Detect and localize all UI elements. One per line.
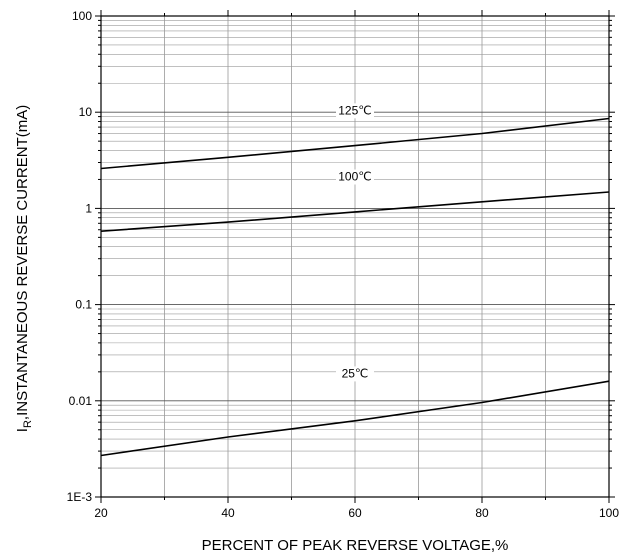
- curve-labels: 125℃ 100℃ 25℃: [336, 103, 374, 382]
- curve-label-bg: [336, 366, 374, 382]
- x-tick-label: 100: [599, 506, 619, 520]
- curve-100c: [100, 191, 610, 232]
- y-tick-label: 0.01: [69, 394, 93, 408]
- curve-label-bg: [336, 103, 374, 119]
- x-tick-label: 80: [475, 506, 489, 520]
- y-axis-label-subscript: R: [22, 420, 34, 428]
- curve-label: 125℃: [338, 103, 372, 117]
- tick-labels: 20 40 60 80 100 1E-3 0.01 0.1 1 10 100: [67, 9, 620, 520]
- grid: [101, 16, 609, 497]
- curve-label: 100℃: [338, 169, 372, 183]
- y-axis-label: IR,INSTANTANEOUS REVERSE CURRENT(mA): [14, 105, 34, 432]
- y-tick-label: 1: [85, 201, 92, 215]
- curve-125c: [100, 117, 610, 170]
- y-tick-label: 100: [72, 9, 92, 23]
- x-tick-label: 20: [94, 506, 108, 520]
- curve-label: 25℃: [342, 366, 369, 380]
- y-tick-label: 0.1: [75, 298, 92, 312]
- axis-ticks: [95, 10, 615, 503]
- x-axis-label: PERCENT OF PEAK REVERSE VOLTAGE,%: [202, 537, 509, 554]
- x-tick-label: 60: [348, 506, 362, 520]
- y-tick-label: 1E-3: [67, 490, 93, 504]
- y-axis-label-rest: ,INSTANTANEOUS REVERSE CURRENT(mA): [14, 105, 31, 420]
- y-axis-label-main: I: [14, 428, 31, 432]
- x-tick-label: 40: [221, 506, 235, 520]
- curve-label-bg: [336, 169, 374, 185]
- curves: [100, 117, 610, 457]
- curve-25c: [100, 380, 610, 457]
- y-tick-label: 10: [79, 105, 93, 119]
